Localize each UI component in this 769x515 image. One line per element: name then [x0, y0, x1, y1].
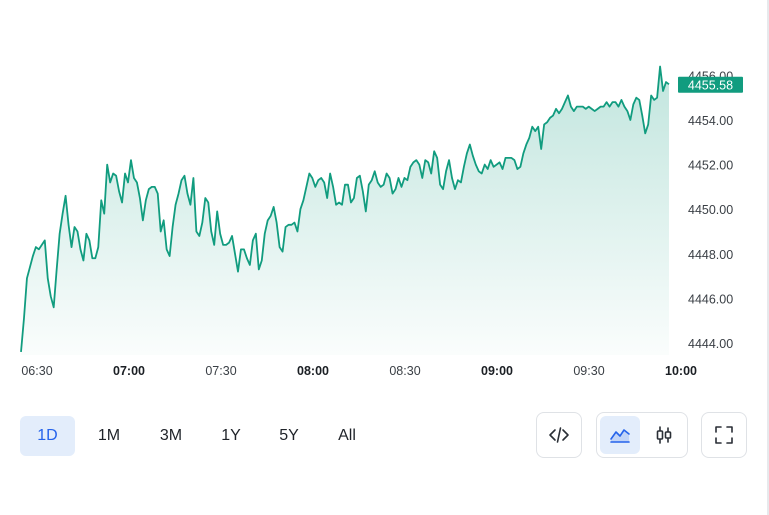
candlestick-icon	[656, 426, 672, 444]
x-tick-label: 10:00	[665, 364, 697, 378]
y-tick-label: 4454.00	[688, 114, 733, 128]
range-3m-button[interactable]: 3M	[148, 416, 194, 456]
y-tick-label: 4450.00	[688, 203, 733, 217]
chart-toolbar: 1D 1M 3M 1Y 5Y All	[0, 410, 769, 462]
x-tick-label: 08:30	[389, 364, 420, 378]
panel-edge	[767, 0, 769, 515]
x-tick-label: 08:00	[297, 364, 329, 378]
range-all-button[interactable]: All	[324, 416, 370, 456]
last-price-badge	[678, 76, 743, 93]
fullscreen-button[interactable]	[701, 412, 747, 458]
area-chart-button[interactable]	[600, 416, 640, 454]
x-tick-label: 09:00	[481, 364, 513, 378]
range-5y-button[interactable]: 5Y	[266, 416, 312, 456]
range-1m-button[interactable]: 1M	[86, 416, 132, 456]
y-tick-label: 4452.00	[688, 159, 733, 173]
x-tick-label: 06:30	[21, 364, 52, 378]
x-tick-label: 07:30	[205, 364, 236, 378]
x-tick-label: 09:30	[573, 364, 604, 378]
price-chart[interactable]: 4444.00 4446.00 4448.00 4450.00 4452.00 4454.…	[0, 0, 769, 400]
range-1y-button[interactable]: 1Y	[208, 416, 254, 456]
y-tick-label: 4446.00	[688, 292, 733, 306]
y-tick-label: 4444.00	[688, 337, 733, 351]
fullscreen-icon	[715, 426, 733, 444]
price-series-line	[20, 65, 670, 352]
embed-button[interactable]	[536, 412, 582, 458]
last-price-label: 4455.58	[688, 78, 733, 92]
y-tick-label: 4448.00	[688, 248, 733, 262]
chart-type-toggle	[596, 412, 688, 458]
price-area-fill	[21, 66, 669, 355]
x-tick-label: 07:00	[113, 364, 145, 378]
range-1d-button[interactable]: 1D	[20, 416, 75, 456]
area-chart-icon	[610, 429, 630, 443]
code-icon	[549, 427, 569, 443]
candlestick-chart-button[interactable]	[644, 416, 684, 454]
